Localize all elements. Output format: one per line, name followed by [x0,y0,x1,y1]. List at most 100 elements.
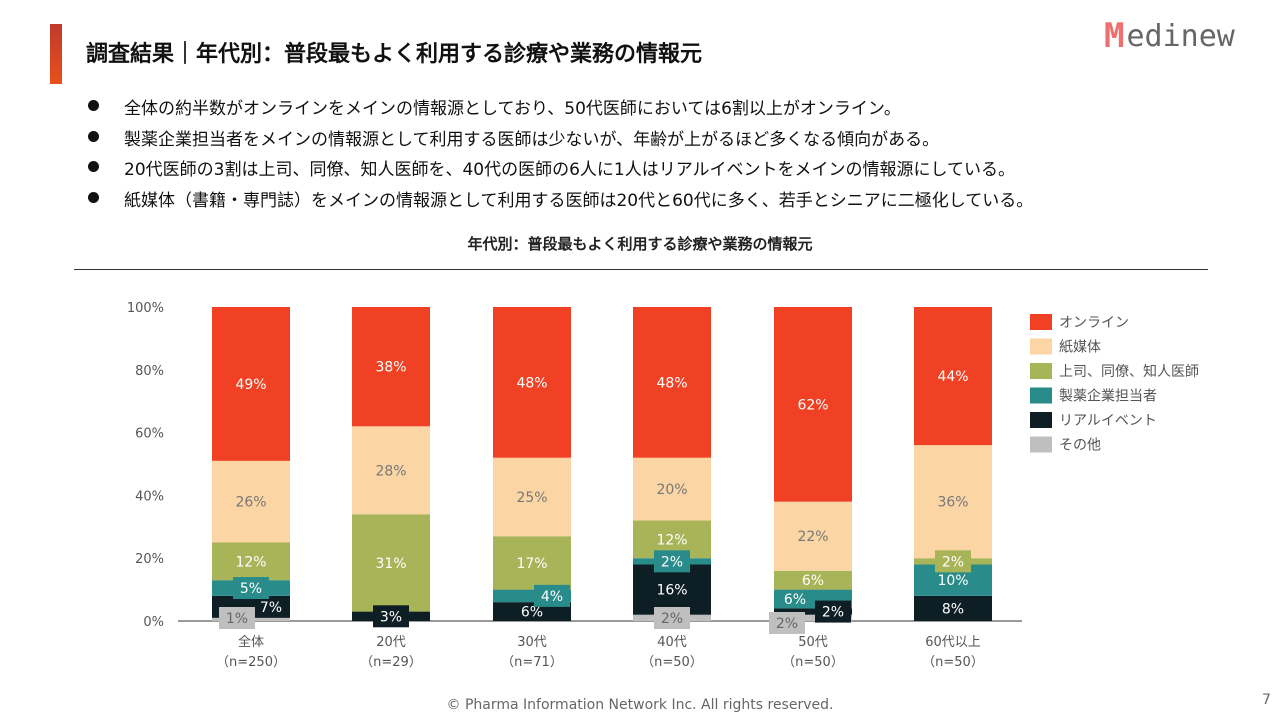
data-label: 12% [656,532,687,548]
bar-segment [633,307,711,458]
y-tick-label: 40% [135,489,164,504]
x-tick-sublabel: （n=50） [922,655,984,670]
data-label: 44% [937,369,968,385]
y-tick-label: 100% [127,301,164,316]
data-label: 25% [516,490,547,506]
copyright: © Pharma Information Network Inc. All ri… [446,697,834,713]
data-label-box [233,577,269,600]
y-tick-label: 20% [135,552,164,567]
bar-segment [633,564,711,615]
legend-label: 紙媒体 [1059,340,1101,356]
bar-segment [774,570,852,590]
bar-segment [633,457,711,521]
legend-label: オンライン [1059,315,1129,331]
bar-segment [914,307,992,446]
data-label: 28% [375,463,406,479]
data-label-box [935,550,971,573]
data-label: 12% [235,554,266,570]
data-label: 48% [656,375,687,391]
legend-swatch [1030,363,1052,379]
x-tick-sublabel: （n=29） [360,655,422,670]
data-label: 38% [375,360,406,376]
data-label-box [815,600,851,623]
x-tick-sublabel: （n=50） [641,655,703,670]
summary-bullets: 全体の約半数がオンラインをメインの情報源としており、50代医師においては6割以上… [88,94,1033,216]
data-label: 6% [802,573,824,589]
legend-swatch [1030,338,1052,355]
x-tick-sublabel: （n=71） [501,655,563,670]
data-label: 7% [260,600,282,616]
bar-segment [774,501,852,571]
x-tick-label: 40代 [657,635,687,650]
bar-segment [212,307,290,461]
x-tick-label: 全体 [238,634,264,650]
bar-segment [914,595,992,621]
bar-segment [212,460,290,543]
data-label: 4% [541,589,563,605]
data-label: 26% [235,495,266,511]
data-label-box [219,607,255,629]
bullet-item: 製薬企業担当者をメインの情報源として利用する医師は少ないが、年齢が上がるほど多く… [88,125,1033,156]
bar-segment [493,307,571,458]
bar-segment [914,445,992,559]
data-label: 2% [776,616,798,632]
data-label: 2% [661,611,683,627]
bar-segment [212,542,290,581]
data-label: 2% [661,554,683,570]
data-label: 22% [797,529,828,545]
page-number: 7 [1262,692,1271,708]
data-label: 10% [937,573,968,589]
chart-title: 年代別：普段最もよく利用する診療や業務の情報元 [467,235,813,253]
x-tick-label: 50代 [798,635,828,650]
legend-label: リアルイベント [1059,413,1157,429]
legend-swatch [1030,387,1052,404]
page-title: 調査結果｜年代別：普段最もよく利用する診療や業務の情報元 [86,42,703,67]
data-label-box [654,607,690,629]
y-tick-label: 0% [143,615,164,630]
data-label: 3% [380,609,402,625]
data-label: 2% [942,554,964,570]
bar-segment [774,614,852,621]
data-label-box [534,584,570,607]
data-label: 1% [226,611,248,627]
bar-segment [352,514,430,612]
data-label: 6% [521,605,543,621]
bullet-item: 紙媒体（書籍・専門誌）をメインの情報源として利用する医師は20代と60代に多く、… [88,186,1033,217]
x-tick-label: 30代 [517,635,547,650]
data-label-box [769,612,805,634]
title-divider [74,269,1208,270]
bar-segment [493,536,571,590]
data-label: 49% [235,377,266,393]
data-label: 5% [240,581,262,597]
legend-swatch [1030,412,1052,428]
data-label: 6% [784,592,806,608]
bar-segment [774,307,852,502]
data-label: 20% [656,482,687,498]
y-tick-label: 80% [135,364,164,379]
data-label: 62% [797,397,828,413]
legend-label: その他 [1059,438,1101,454]
data-label: 36% [937,495,968,511]
legend-swatch [1030,436,1052,453]
bar-segment [352,426,430,515]
bar-segment [774,608,852,615]
y-tick-label: 60% [135,427,164,442]
x-tick-sublabel: （n=250） [216,655,286,670]
bar-segment [352,307,430,427]
x-tick-label: 20代 [376,635,406,650]
data-label-box [654,550,690,573]
data-label: 31% [375,556,406,572]
x-tick-sublabel: （n=50） [782,655,844,670]
x-tick-label: 60代以上 [925,635,981,650]
data-label: 17% [516,556,547,572]
bullet-item: 全体の約半数がオンラインをメインの情報源としており、50代医師においては6割以上… [88,94,1033,125]
title-accent-bar [50,24,62,84]
data-label: 8% [942,601,964,617]
data-label: 2% [822,605,844,621]
data-label-box [373,605,409,628]
legend-label: 製薬企業担当者 [1059,388,1157,405]
data-label: 16% [656,583,687,599]
bar-segment [493,457,571,537]
